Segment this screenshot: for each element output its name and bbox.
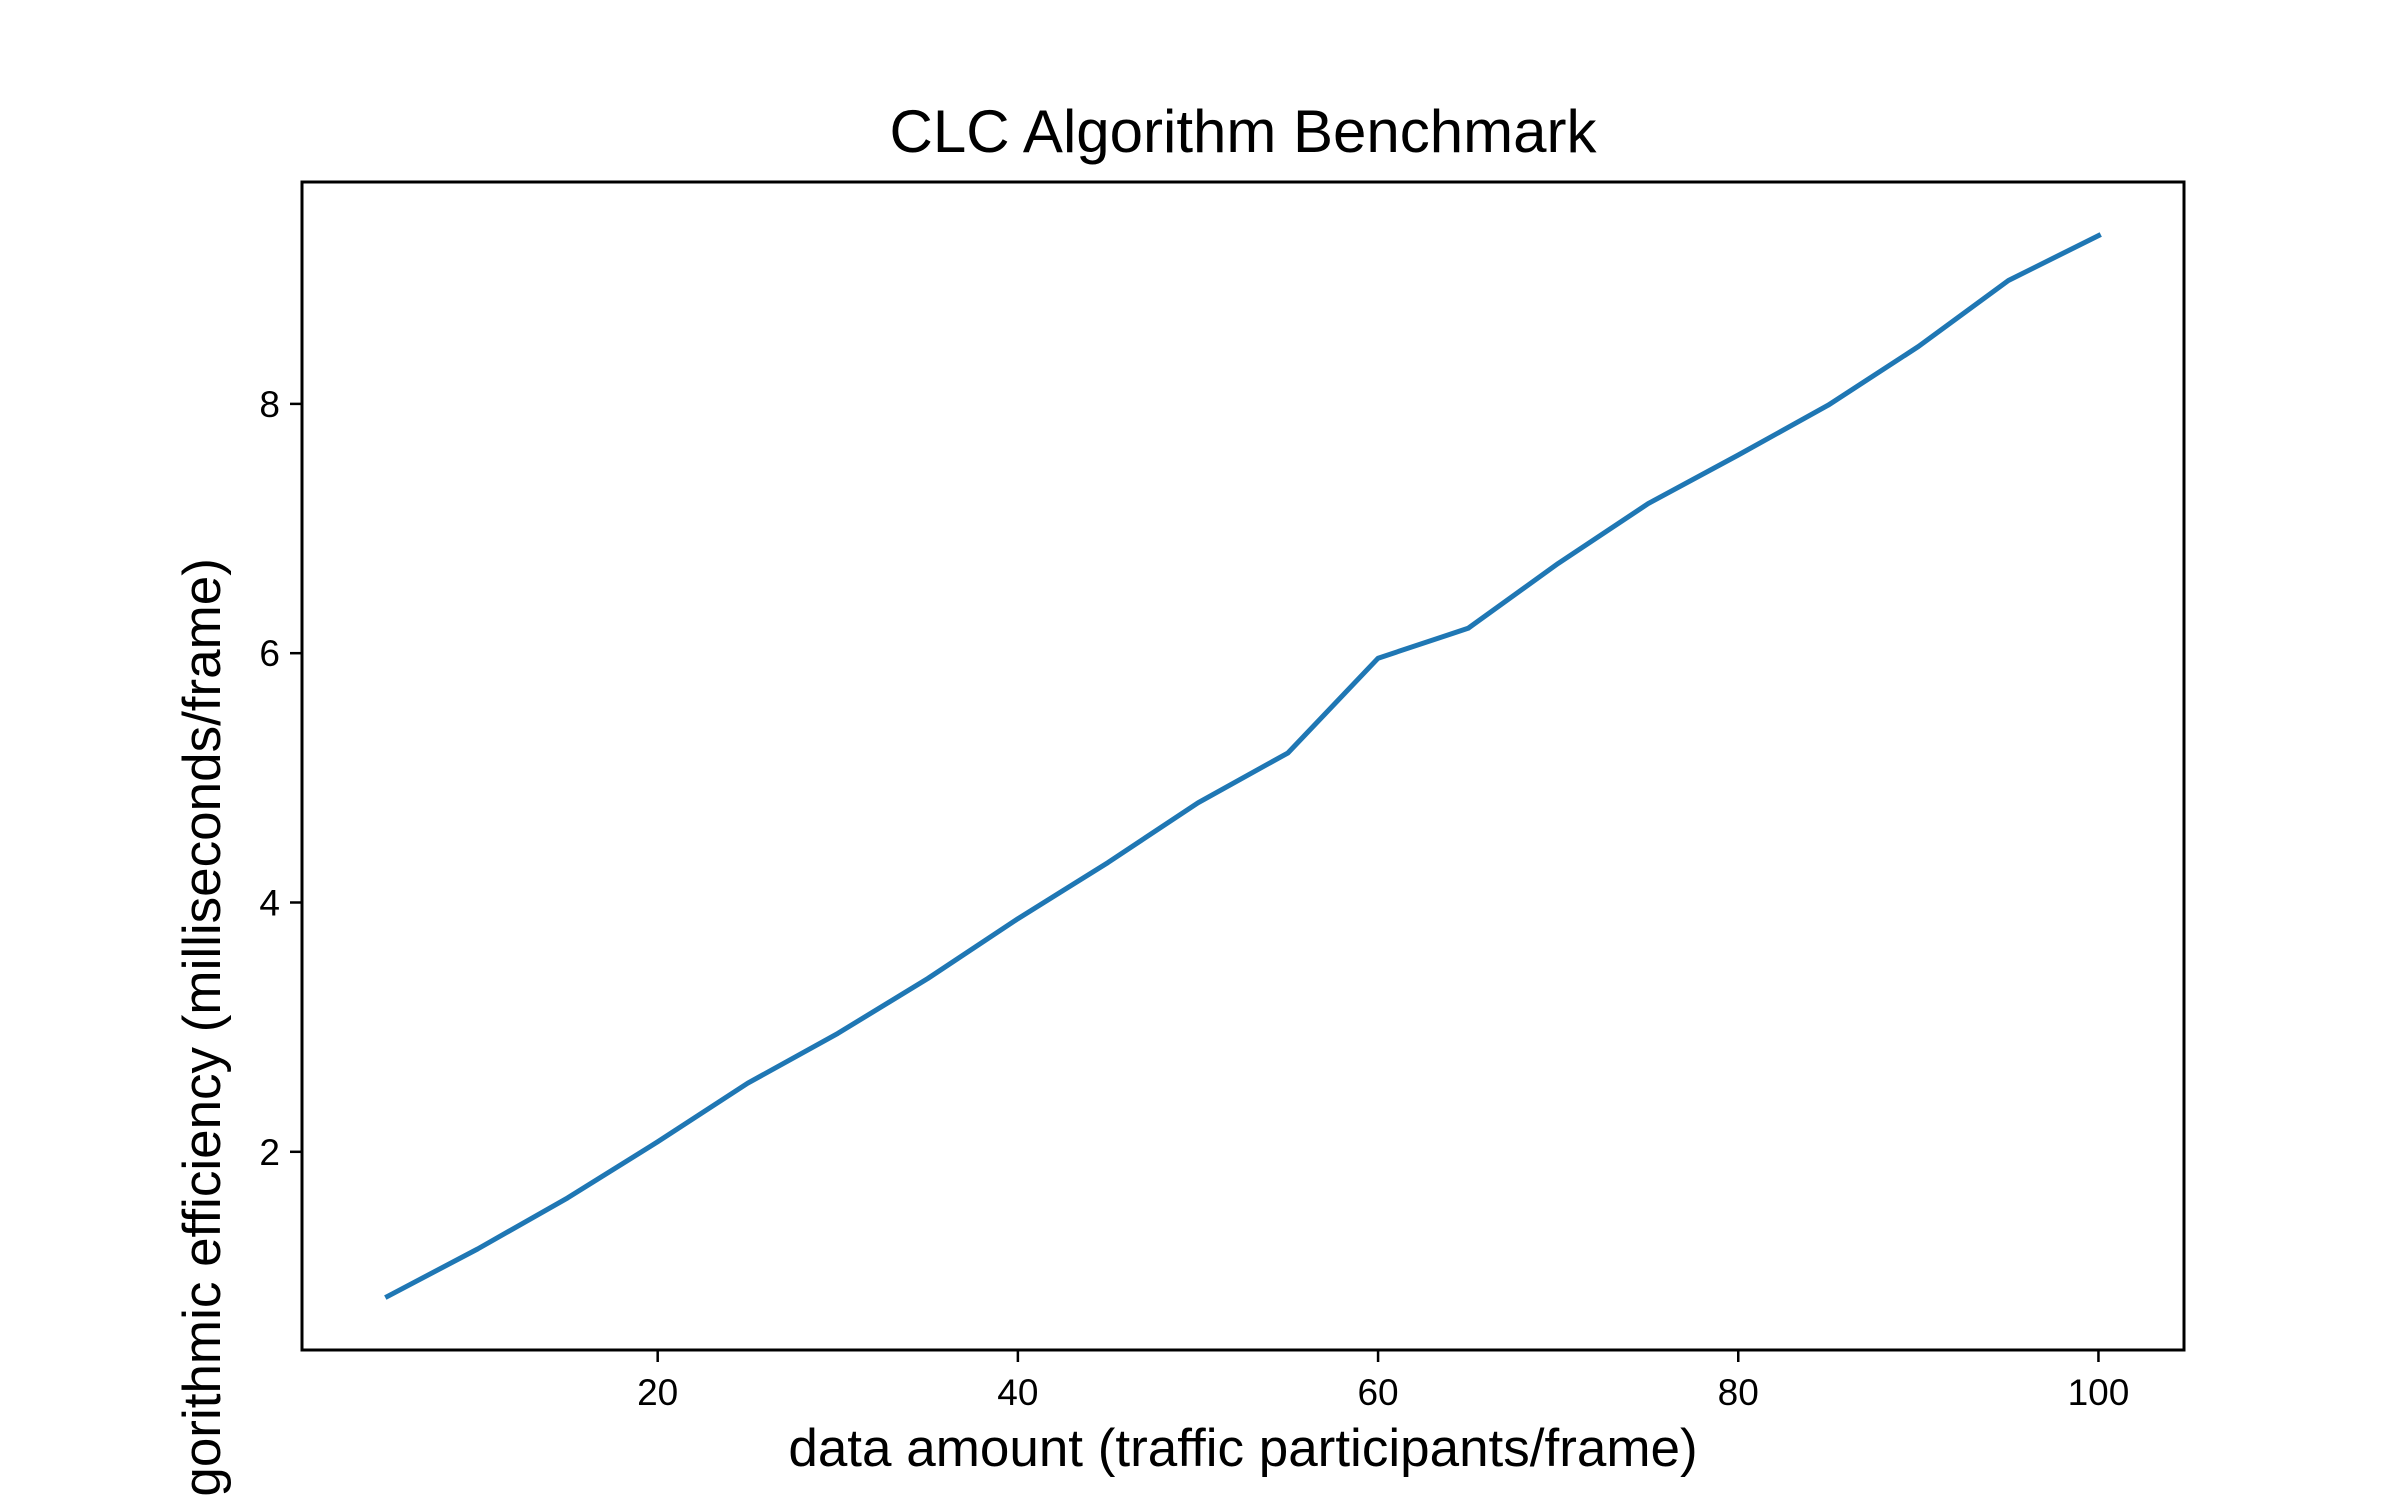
y-axis-label: algorithmic efficiency (milliseconds/fra… [173,558,232,1500]
x-tick-label-40: 40 [997,1372,1038,1413]
y-tick-label-6: 6 [259,633,280,674]
series-line-0 [384,232,2102,1300]
y-tick-label-4: 4 [259,882,280,923]
x-tick-label-20: 20 [637,1372,678,1413]
x-axis-label: data amount (traffic participants/frame) [788,1419,1697,1478]
x-tick-label-100: 100 [2068,1372,2130,1413]
axes-frame [300,180,2186,1352]
x-tick-label-60: 60 [1357,1372,1398,1413]
y-tick-label-8: 8 [259,384,280,425]
x-tick-label-80: 80 [1718,1372,1759,1413]
chart-title: CLC Algorithm Benchmark [890,98,1598,165]
y-tick-label-2: 2 [259,1132,280,1173]
plot-area: 20 40 60 80 100 2 4 6 8 [259,180,2186,1413]
